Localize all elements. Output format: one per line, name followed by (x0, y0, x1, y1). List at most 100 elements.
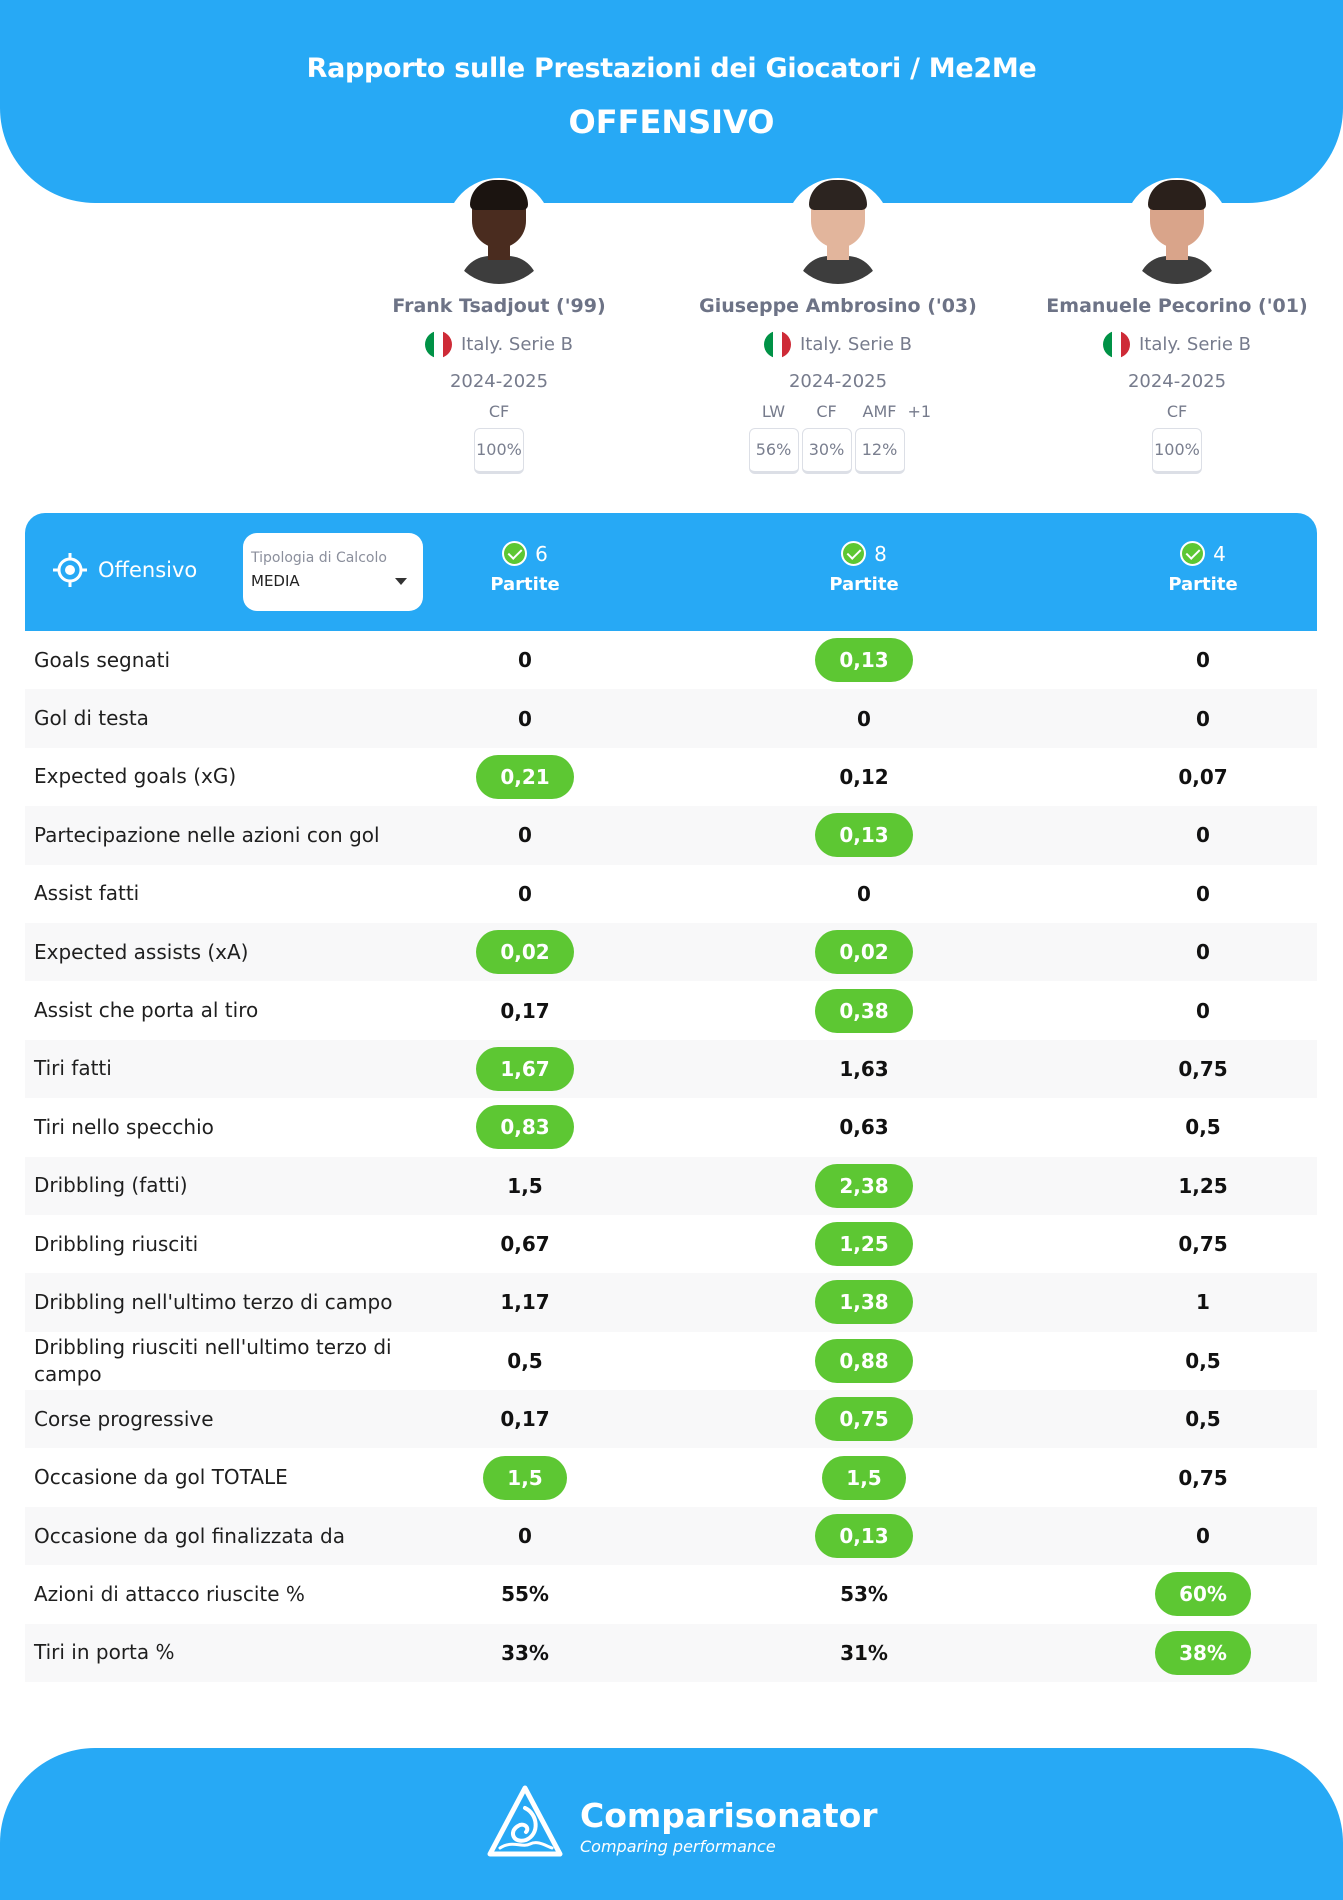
metric-value: 1,17 (500, 1290, 550, 1315)
position-percentage: 56% (748, 428, 799, 474)
matches-label: Partite (829, 574, 899, 595)
metric-value-cell: 1,38 (794, 1273, 934, 1331)
metric-value-cell: 0 (1133, 631, 1273, 689)
check-icon (841, 541, 867, 566)
metric-value: 1,25 (1178, 1173, 1228, 1198)
best-value-badge: 1,5 (483, 1455, 567, 1500)
position-label: LW (761, 402, 786, 421)
metric-label: Tiri nello specchio (34, 1114, 214, 1139)
player-card: Emanuele Pecorino ('01) Italy. Serie B 202… (1027, 178, 1327, 474)
player-avatar (785, 178, 891, 284)
metric-value-cell: 0,5 (1133, 1390, 1273, 1448)
metric-value: 0,5 (1185, 1407, 1221, 1432)
metric-value-cell: 31% (794, 1624, 934, 1682)
metric-label: Azioni di attacco riuscite % (34, 1581, 305, 1606)
metric-label: Assist che porta al tiro (34, 998, 259, 1023)
metric-value-cell: 0 (1133, 806, 1273, 864)
position-label: CF (1166, 402, 1188, 421)
player-season: 2024-2025 (788, 371, 888, 392)
position-percentage: 100% (1152, 428, 1202, 474)
position-item: CF 100% (474, 402, 524, 474)
metric-value: 0,75 (1178, 1465, 1228, 1490)
report-subtitle: OFFENSIVO (568, 103, 775, 141)
metric-value-cell: 0 (794, 865, 934, 923)
calculation-type-label: Tipologia di Calcolo (251, 550, 387, 566)
best-value-badge: 1,25 (815, 1222, 913, 1267)
player-name: Frank Tsadjout ('99) (392, 295, 606, 317)
metric-value-cell: 1,5 (455, 1157, 595, 1215)
table-row: Assist fatti 0 0 0 (25, 865, 1317, 923)
metric-value: 0 (518, 823, 532, 848)
metric-value: 1 (1196, 1290, 1210, 1315)
position-label: AMF (862, 402, 897, 421)
metric-value: 31% (840, 1640, 888, 1665)
position-percentage: 30% (801, 428, 852, 474)
metric-value-cell: 0 (1133, 981, 1273, 1039)
metric-value-cell: 1,5 (794, 1448, 934, 1506)
metric-value-cell: 0 (455, 806, 595, 864)
metric-value-cell: 1,17 (455, 1273, 595, 1331)
italy-flag-icon (1103, 331, 1130, 358)
matches-count: 4 (1213, 541, 1226, 566)
metric-label: Dribbling riusciti (34, 1231, 199, 1256)
player-card: Giuseppe Ambrosino ('03) Italy. Serie B 20… (688, 178, 988, 474)
check-icon (1180, 541, 1206, 566)
metric-value-cell: 1,5 (455, 1448, 595, 1506)
metric-value: 0 (1196, 940, 1210, 965)
comparisonator-logo-icon (487, 1785, 563, 1857)
metric-value-cell: 53% (794, 1565, 934, 1623)
table-row: Tiri in porta % 33% 31% 38% (25, 1623, 1317, 1683)
metric-value: 0,5 (1185, 1115, 1221, 1140)
metric-value-cell: 0,17 (455, 981, 595, 1039)
metric-value: 0,67 (500, 1232, 550, 1257)
positions-list: LW 56% CF 30% AMF 12% +1 (688, 402, 988, 474)
table-row: Dribbling (fatti) 1,5 2,38 1,25 (25, 1156, 1317, 1215)
stats-table: Goals segnati 0 0,13 0 Gol di testa 0 0 0 Expect… (25, 631, 1317, 1683)
table-row: Gol di testa 0 0 0 (25, 689, 1317, 748)
positions-list: CF 100% (1027, 402, 1327, 474)
matches-label: Partite (1168, 574, 1238, 595)
metric-value-cell: 0,02 (455, 923, 595, 981)
player-avatar (446, 178, 552, 284)
metric-value: 0,17 (500, 1407, 550, 1432)
metric-label: Occasione da gol finalizzata da (34, 1523, 345, 1548)
stats-header-panel: Offensivo Tipologia di Calcolo MEDIA 6 Pa… (25, 513, 1317, 631)
position-label: CF (488, 402, 510, 421)
matches-counter: 4 Partite (1083, 541, 1323, 595)
metric-value-cell: 0,67 (455, 1215, 595, 1273)
metric-value-cell: 55% (455, 1565, 595, 1623)
report-title: Rapporto sulle Prestazioni dei Giocatori… (306, 53, 1037, 84)
player-avatar (1124, 178, 1230, 284)
positions-list: CF 100% (349, 402, 649, 474)
table-row: Dribbling nell'ultimo terzo di campo 1,17… (25, 1273, 1317, 1332)
metric-value-cell: 0 (1133, 1507, 1273, 1565)
metric-value-cell: 0,63 (794, 1098, 934, 1156)
metric-label: Dribbling (fatti) (34, 1173, 188, 1198)
metric-label: Occasione da gol TOTALE (34, 1465, 288, 1490)
metric-value: 0,63 (839, 1115, 889, 1140)
matches-label: Partite (490, 574, 560, 595)
metric-label: Partecipazione nelle azioni con gol (34, 822, 380, 847)
metric-value-cell: 60% (1133, 1565, 1273, 1623)
metric-label: Goals segnati (34, 647, 171, 672)
metric-value-cell: 0 (455, 631, 595, 689)
metric-label: Tiri in porta % (34, 1640, 175, 1665)
metric-value-cell: 0,5 (455, 1332, 595, 1390)
calculation-type-select[interactable]: Tipologia di Calcolo MEDIA (243, 533, 423, 611)
best-value-badge: 0,13 (815, 1514, 913, 1559)
metric-value-cell: 2,38 (794, 1157, 934, 1215)
metric-value: 0,75 (1178, 1056, 1228, 1081)
table-row: Expected assists (xA) 0,02 0,02 0 (25, 922, 1317, 982)
best-value-badge: 0,13 (815, 638, 913, 683)
metric-label: Dribbling nell'ultimo terzo di campo (34, 1289, 393, 1314)
matches-count: 6 (535, 541, 548, 566)
brand-tagline: Comparing performance (580, 1837, 776, 1856)
player-season: 2024-2025 (1127, 371, 1227, 392)
metric-value: 0 (1196, 1524, 1210, 1549)
metric-value-cell: 0 (455, 689, 595, 747)
metric-label: Expected assists (xA) (34, 939, 249, 964)
metric-value-cell: 0,75 (794, 1390, 934, 1448)
metric-label: Gol di testa (34, 706, 149, 731)
table-row: Expected goals (xG) 0,21 0,12 0,07 (25, 748, 1317, 806)
metric-label: Expected goals (xG) (34, 764, 237, 789)
